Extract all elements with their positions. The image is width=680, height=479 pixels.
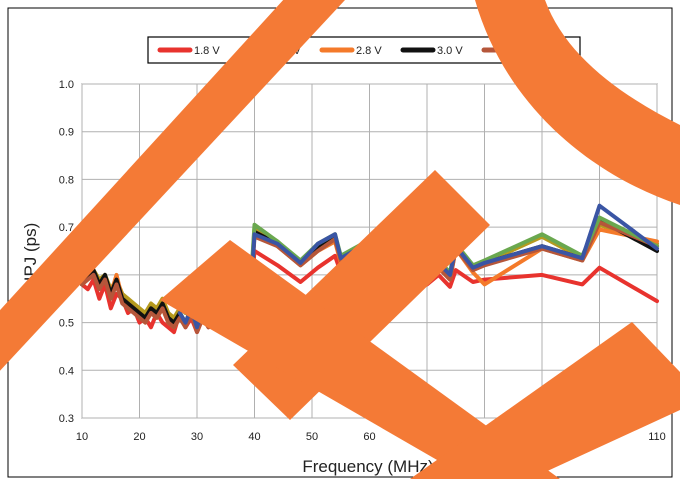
watermark-stripe-1 bbox=[0, 0, 345, 371]
x-tick-label: 30 bbox=[191, 431, 203, 443]
y-tick-label: 0.7 bbox=[59, 222, 74, 234]
watermark-arc bbox=[475, 0, 680, 205]
y-axis-title: IPJ (ps) bbox=[21, 223, 40, 282]
x-tick-label: 110 bbox=[648, 431, 666, 443]
y-tick-label: 0.8 bbox=[59, 174, 74, 186]
x-tick-label: 50 bbox=[306, 431, 318, 443]
legend: 1.8 V2.5 V2.8 V3.0 V3.3 V bbox=[147, 36, 581, 64]
x-tick-label: 10 bbox=[76, 431, 88, 443]
y-tick-label: 0.9 bbox=[59, 127, 74, 139]
x-tick-label: 60 bbox=[363, 431, 375, 443]
legend-label: 1.8 V bbox=[194, 45, 220, 57]
watermark-stripe-4 bbox=[410, 322, 680, 479]
chart-border bbox=[7, 7, 673, 478]
y-tick-label: 0.5 bbox=[59, 318, 74, 330]
y-tick-label: 1.0 bbox=[59, 79, 74, 91]
x-tick-label: 20 bbox=[133, 431, 145, 443]
legend-label: 3.0 V bbox=[437, 45, 463, 57]
x-axis-title: Frequency (MHz) bbox=[302, 457, 433, 476]
legend-label: 2.8 V bbox=[356, 45, 382, 57]
watermark-stripe-3 bbox=[160, 240, 560, 479]
y-tick-label: 0.3 bbox=[59, 413, 74, 425]
x-tick-label: 40 bbox=[248, 431, 260, 443]
y-tick-label: 0.4 bbox=[59, 365, 74, 377]
